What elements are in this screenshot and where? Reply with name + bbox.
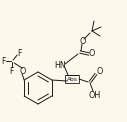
Text: F: F bbox=[9, 66, 13, 76]
Text: Abs: Abs bbox=[67, 77, 77, 82]
Text: HN: HN bbox=[54, 61, 66, 70]
Text: O: O bbox=[89, 50, 95, 59]
Text: O: O bbox=[20, 66, 26, 76]
Text: F: F bbox=[1, 57, 5, 66]
Text: OH: OH bbox=[89, 92, 101, 101]
Text: O: O bbox=[80, 36, 86, 46]
Text: F: F bbox=[17, 49, 21, 57]
Text: O: O bbox=[97, 67, 103, 76]
FancyBboxPatch shape bbox=[65, 75, 79, 83]
